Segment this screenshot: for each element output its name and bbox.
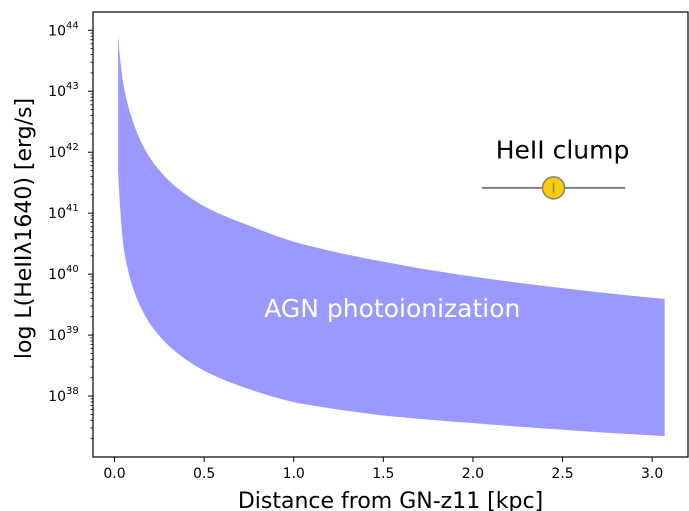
y-tick-label: 10 xyxy=(48,206,66,222)
x-tick-label: 2.0 xyxy=(462,466,484,482)
y-tick-label: 10 xyxy=(48,267,66,283)
y-tick-label: 10 xyxy=(48,328,66,344)
y-tick-exponent: 39 xyxy=(66,325,79,336)
x-tick-label: 3.0 xyxy=(641,466,663,482)
y-tick-exponent: 41 xyxy=(66,203,79,214)
y-tick-exponent: 44 xyxy=(66,20,79,31)
band-label: AGN photoionization xyxy=(264,294,520,323)
x-tick-label: 0.5 xyxy=(193,466,215,482)
x-tick-label: 1.0 xyxy=(283,466,305,482)
x-tick-label: 2.5 xyxy=(551,466,573,482)
agn-photoionization-band xyxy=(118,34,665,437)
y-tick-exponent: 38 xyxy=(66,386,79,397)
y-tick-exponent: 43 xyxy=(66,81,79,92)
x-axis-label: Distance from GN-z11 [kpc] xyxy=(238,489,543,511)
point-label: HeII clump xyxy=(496,135,630,164)
y-tick-label: 10 xyxy=(48,84,66,100)
plot-layer xyxy=(118,34,665,437)
x-tick-label: 1.5 xyxy=(372,466,394,482)
axes-frame xyxy=(92,11,689,458)
y-tick-label: 10 xyxy=(48,389,66,405)
y-tick-exponent: 42 xyxy=(66,142,79,153)
y-tick-label: 10 xyxy=(48,145,66,161)
y-axis-label: log L(HeIIλ1640) [erg/s] xyxy=(12,98,37,359)
labels-layer: AGN photoionization HeII clump Distance … xyxy=(12,98,629,511)
y-tick-label: 10 xyxy=(48,23,66,39)
x-tick-label: 0.0 xyxy=(103,466,125,482)
y-tick-exponent: 40 xyxy=(66,264,79,275)
